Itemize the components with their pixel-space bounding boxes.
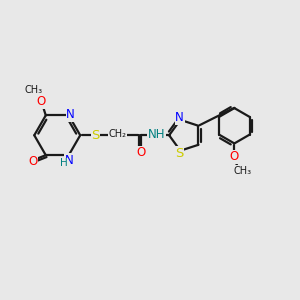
Text: O: O (37, 95, 46, 108)
Text: N: N (176, 111, 184, 124)
Text: N: N (66, 108, 75, 121)
Text: CH₃: CH₃ (24, 85, 42, 95)
Text: S: S (175, 146, 183, 160)
Text: CH₃: CH₃ (233, 166, 252, 176)
Text: S: S (91, 129, 100, 142)
Text: O: O (28, 155, 38, 168)
Text: N: N (65, 154, 74, 167)
Text: CH₂: CH₂ (109, 129, 127, 140)
Text: H: H (60, 158, 67, 168)
Text: O: O (230, 150, 239, 163)
Text: NH: NH (147, 128, 165, 141)
Text: O: O (136, 146, 146, 159)
